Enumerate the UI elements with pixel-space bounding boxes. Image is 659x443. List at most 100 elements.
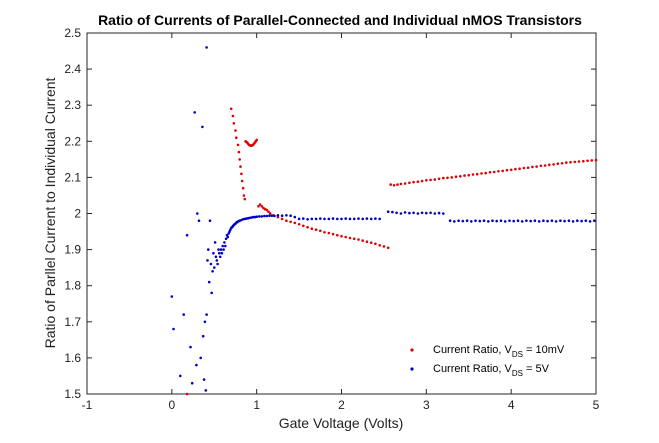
- data-point: [213, 241, 217, 244]
- data-point: [539, 164, 543, 168]
- data-point: [525, 219, 528, 222]
- data-point: [257, 205, 260, 208]
- data-point: [465, 219, 469, 222]
- data-point: [215, 259, 219, 262]
- data-point: [408, 181, 411, 185]
- data-point: [352, 237, 356, 241]
- data-point: [416, 212, 420, 215]
- data-point: [229, 107, 233, 111]
- data-point: [331, 232, 335, 236]
- data-point: [463, 174, 466, 177]
- data-point: [255, 215, 258, 218]
- data-point: [352, 217, 356, 221]
- y-tick-label: 1.5: [64, 387, 81, 401]
- data-point: [584, 219, 588, 222]
- data-point: [571, 220, 575, 223]
- data-point: [224, 244, 227, 248]
- data-point: [442, 176, 445, 180]
- data-point: [196, 212, 199, 215]
- data-point: [336, 217, 339, 221]
- y-tick-label: 2.2: [64, 134, 81, 148]
- data-point: [226, 235, 230, 239]
- data-point: [518, 167, 521, 170]
- data-point: [361, 217, 365, 221]
- data-point: [265, 214, 269, 218]
- data-point: [205, 313, 208, 316]
- data-point: [197, 219, 201, 222]
- data-point: [205, 46, 208, 49]
- data-point: [222, 248, 225, 251]
- data-point: [433, 178, 437, 181]
- data-point: [273, 214, 276, 218]
- data-point: [582, 159, 585, 163]
- data-point: [448, 219, 452, 222]
- data-point: [258, 203, 262, 206]
- data-point: [378, 217, 382, 221]
- data-point: [212, 251, 215, 255]
- data-point: [505, 168, 509, 172]
- data-point: [202, 378, 206, 381]
- data-point: [429, 211, 432, 215]
- data-points: [170, 46, 598, 396]
- data-point: [224, 237, 228, 241]
- data-point: [442, 212, 445, 215]
- data-point: [340, 217, 343, 221]
- x-tick-label: 0: [168, 398, 175, 412]
- data-point: [408, 211, 411, 215]
- data-point: [395, 211, 398, 215]
- data-point: [548, 163, 551, 167]
- data-point: [238, 158, 241, 161]
- data-point: [240, 172, 243, 176]
- data-point: [546, 219, 549, 223]
- legend-marker: [410, 348, 414, 352]
- data-point: [216, 262, 219, 266]
- data-point: [365, 240, 369, 243]
- data-point: [552, 163, 555, 166]
- data-point: [495, 219, 499, 223]
- legend-marker: [410, 367, 414, 371]
- data-point: [236, 143, 240, 147]
- data-point: [204, 389, 208, 392]
- legend-entry: Current Ratio, VDS = 5V: [433, 363, 550, 378]
- x-tick-label: -1: [82, 398, 93, 412]
- data-point: [268, 214, 271, 217]
- data-point: [399, 182, 403, 186]
- data-point: [474, 219, 477, 222]
- data-point: [357, 217, 360, 220]
- data-point: [209, 262, 213, 266]
- data-point: [550, 219, 554, 222]
- data-point: [522, 166, 526, 170]
- data-point: [218, 251, 221, 255]
- data-point: [243, 197, 247, 201]
- data-point: [392, 184, 396, 187]
- data-point: [297, 223, 301, 226]
- data-point: [453, 220, 456, 223]
- data-point: [459, 175, 462, 178]
- y-tick-label: 1.9: [64, 243, 81, 257]
- data-point: [537, 220, 541, 223]
- data-point: [369, 217, 373, 221]
- data-point: [573, 160, 577, 164]
- data-point: [437, 211, 441, 215]
- data-point: [508, 219, 511, 222]
- data-point: [255, 138, 258, 142]
- data-point: [446, 176, 449, 180]
- data-point: [211, 270, 214, 273]
- y-tick-label: 1.7: [64, 315, 81, 329]
- data-point: [501, 169, 505, 173]
- data-point: [289, 220, 292, 224]
- data-point: [478, 219, 482, 223]
- data-point: [535, 165, 538, 168]
- data-point: [529, 219, 532, 223]
- data-point: [403, 182, 407, 185]
- data-point: [382, 245, 386, 248]
- data-point: [480, 172, 483, 175]
- data-point: [593, 219, 596, 222]
- data-point: [487, 220, 490, 223]
- y-tick-label: 1.6: [64, 351, 81, 365]
- data-point: [214, 255, 218, 259]
- x-tick-label: 4: [508, 398, 515, 412]
- data-point: [488, 171, 492, 174]
- y-tick-label: 2: [74, 207, 81, 221]
- data-point: [514, 167, 517, 171]
